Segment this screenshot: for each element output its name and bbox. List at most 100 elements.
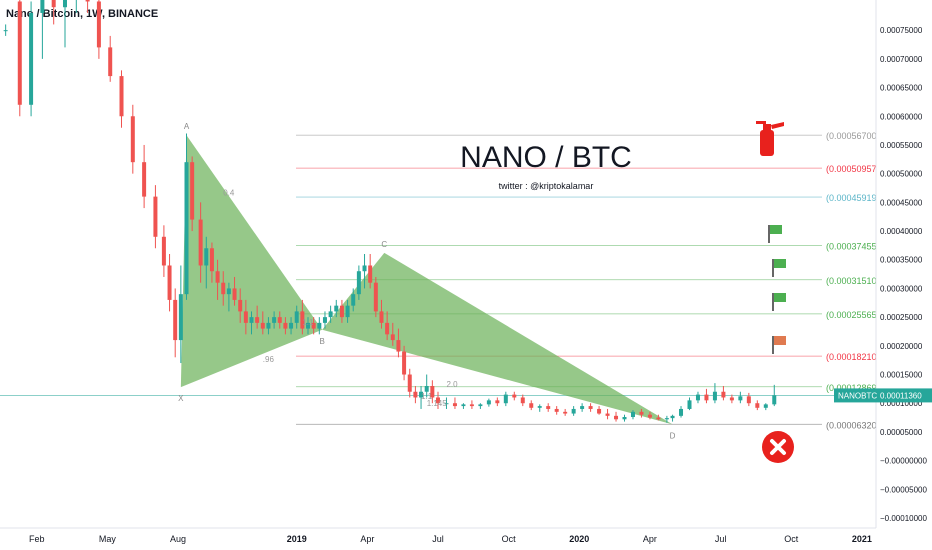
candle-body: [184, 162, 189, 295]
candle-body: [173, 299, 178, 341]
candle-body: [345, 305, 350, 318]
candle-body: [255, 317, 260, 323]
fib-label: (0.00006320): [826, 420, 880, 430]
candle-body: [306, 322, 311, 329]
candle-body: [772, 395, 777, 405]
candle-body: [520, 397, 525, 404]
candle-body: [546, 406, 551, 409]
candle-body: [571, 408, 576, 414]
candle-body: [266, 322, 271, 329]
ratio-label: 1.145: [427, 399, 448, 408]
candle-body: [396, 340, 401, 352]
price-tick-label: 0.00060000: [880, 112, 923, 121]
candle-body: [729, 397, 734, 401]
time-tick-label: Oct: [784, 534, 799, 544]
candle-body: [373, 282, 378, 312]
price-tick-label: 0.00030000: [880, 284, 923, 293]
candle-body: [215, 271, 220, 283]
candle-body: [695, 394, 700, 401]
candle-body: [656, 417, 661, 420]
price-tick-label: 0.00065000: [880, 84, 923, 93]
ratio-label: 2.0: [446, 380, 458, 389]
candle-body: [283, 322, 288, 329]
pattern-point-label: A: [184, 122, 190, 131]
candle-body: [588, 406, 593, 409]
ratio-label: 1.1: [421, 392, 433, 401]
price-axis-bg: [876, 0, 932, 528]
candle-body: [486, 400, 491, 405]
candle-body: [385, 322, 390, 335]
price-tick-label: 0.00040000: [880, 227, 923, 236]
time-tick-label: Apr: [360, 534, 374, 544]
time-tick-label: Jul: [432, 534, 444, 544]
candle-body: [630, 411, 635, 417]
candle-body: [495, 400, 500, 404]
fib-label: (0.00037455): [826, 242, 880, 252]
candle-body: [277, 317, 282, 323]
pattern-point-label: B: [319, 337, 324, 346]
candle-body: [670, 415, 675, 419]
fib-label: (0.00018210): [826, 352, 880, 362]
chart-subtitle: twitter : @kriptokalamar: [499, 181, 594, 191]
fib-label: (0.00056700): [826, 131, 880, 141]
chart-title: NANO / BTC: [460, 141, 632, 174]
pattern-point-label: X: [178, 394, 184, 403]
price-tick-label: 0.00070000: [880, 55, 923, 64]
candle-body: [29, 12, 34, 105]
pattern-point-label: D: [670, 431, 676, 440]
price-tick-label: 0.00050000: [880, 170, 923, 179]
candle-body: [238, 299, 243, 312]
candle-body: [452, 403, 457, 407]
candle-body: [402, 351, 407, 375]
candle-body: [249, 317, 254, 323]
candle-body: [351, 294, 356, 306]
candle-body: [153, 196, 158, 237]
time-tick-label: 2020: [569, 534, 589, 544]
candle-body: [232, 288, 237, 300]
fib-label: (0.00045919): [826, 193, 880, 203]
flag-green-icon: [772, 259, 786, 277]
candle-body: [272, 317, 277, 323]
time-tick-label: 2019: [287, 534, 307, 544]
candle-body: [746, 396, 751, 404]
candle-body: [512, 394, 517, 398]
price-tick-label: 0.00045000: [880, 198, 923, 207]
candle-body: [639, 411, 644, 415]
fire-extinguisher-icon: [756, 121, 784, 156]
price-tick-label: 0.00055000: [880, 141, 923, 150]
price-tick-label: −0.00010000: [880, 514, 927, 523]
candle-body: [622, 416, 627, 420]
candle-body: [167, 265, 172, 300]
price-tag-symbol: NANOBTC: [838, 391, 877, 400]
candle-body: [712, 391, 717, 401]
candle-body: [461, 404, 466, 407]
candle-body: [96, 1, 101, 48]
candle-body: [204, 248, 209, 266]
candle-body: [419, 391, 424, 398]
candle-body: [317, 322, 322, 329]
candle-body: [704, 394, 709, 401]
candle-body: [413, 391, 418, 398]
candle-body: [664, 418, 669, 420]
candle-body: [190, 162, 195, 220]
fib-label: (0.00031510): [826, 276, 880, 286]
price-tick-label: 0.00035000: [880, 256, 923, 265]
candle-body: [300, 311, 305, 329]
candle-body: [379, 311, 384, 323]
candle-body: [647, 414, 652, 418]
candle-body: [243, 311, 248, 323]
candle-body: [3, 30, 8, 32]
candle-body: [721, 391, 726, 398]
candle-body: [763, 404, 768, 408]
price-tick-label: 0.00015000: [880, 371, 923, 380]
candle-body: [161, 236, 166, 266]
price-tick-label: 0.00010000: [880, 399, 923, 408]
fib-label: (0.00012869): [826, 383, 880, 393]
price-axis: 0.00075000 0.00070000 0.00065000 0.00060000…: [875, 0, 932, 528]
candle-body: [430, 386, 435, 398]
candle-body: [755, 403, 760, 408]
candle-body: [424, 386, 429, 392]
price-tick-label: 0.00025000: [880, 313, 923, 322]
candle-body: [198, 219, 203, 266]
